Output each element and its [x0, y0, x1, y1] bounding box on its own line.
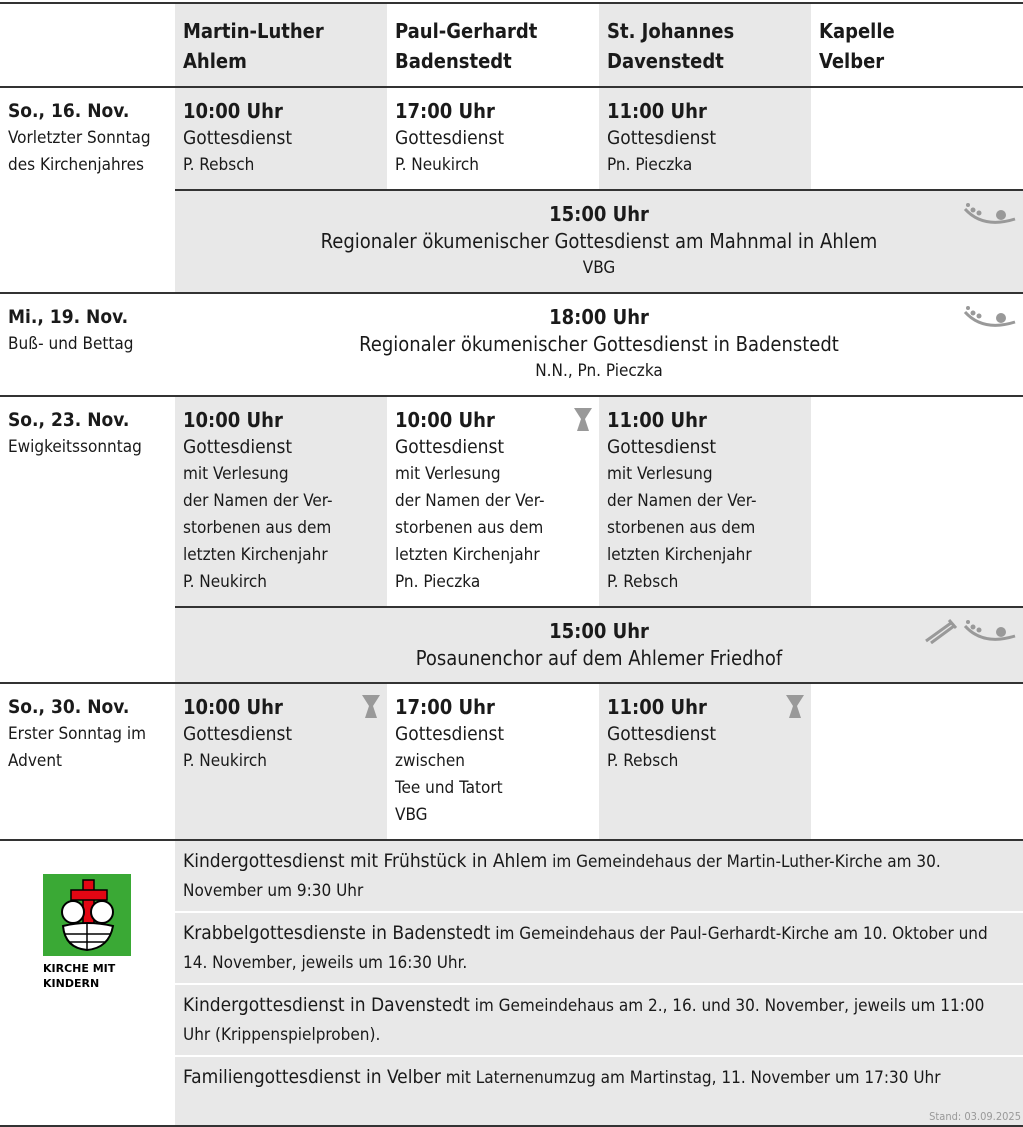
- wide-event-row: Mi., 19. Nov. Buß- und Bettag 18:00 Uhr Reg…: [0, 292, 1023, 396]
- empty-cell: [811, 395, 1023, 607]
- trombone-icon: [923, 618, 958, 652]
- wide-event-row: 15:00 Uhr Regionaler ökumenischer Gottesd…: [0, 189, 1023, 293]
- status-date: Stand: 03.09.2025: [929, 1110, 1021, 1123]
- church-column-header: Kapelle Velber: [819, 19, 895, 73]
- ecumenical-icon: [963, 201, 1017, 235]
- date-cell: Mi., 19. Nov. Buß- und Bettag: [0, 292, 175, 396]
- header-row: Martin-Luther Ahlem Paul-Gerhardt Badensted…: [0, 3, 1023, 87]
- svg-text:KINDERN: KINDERN: [43, 977, 99, 990]
- regional-service-cell: 18:00 Uhr Regionaler ökumenischer Gottesd…: [175, 292, 1023, 396]
- kids-event-row: Kindergottesdienst mit Frühstück in Ahle…: [0, 839, 1023, 1126]
- regional-service-cell: 15:00 Uhr Posaunenchor auf dem Ahlemer Fr…: [175, 606, 1023, 683]
- empty-cell: [811, 682, 1023, 840]
- kirche-mit-kindern-logo: KIRCHE MIT KINDERN: [43, 874, 131, 998]
- date-cell: So., 30. Nov. Erster Sonntag im Advent: [0, 682, 175, 840]
- date-cell: So., 16. Nov. Vorletzter Sonntag des Kirc…: [0, 86, 175, 293]
- service-cell: 11:00 Uhr Gottesdienst P. Rebsch: [599, 682, 811, 840]
- service-cell: 10:00 Uhr Gottesdienst mit Verlesung der Na…: [175, 395, 387, 607]
- ecumenical-icon: [963, 618, 1017, 652]
- svg-text:KIRCHE MIT: KIRCHE MIT: [43, 962, 116, 975]
- chalice-icon: [361, 694, 381, 728]
- service-cell: 10:00 Uhr Gottesdienst mit Verlesung der Na…: [387, 395, 599, 607]
- date-cell: So., 23. Nov. Ewigkeitssonntag: [0, 395, 175, 683]
- ecumenical-icon: [963, 304, 1017, 338]
- kids-event: Krabbelgottesdienste in Badenstedt im Ge…: [175, 911, 1023, 984]
- kids-event-row: Familiengottesdienst in Velber mit Later…: [0, 1055, 1023, 1126]
- service-cell: 10:00 Uhr Gottesdienst P. Rebsch: [175, 86, 387, 190]
- church-column-header: Martin-Luther Ahlem: [175, 3, 387, 87]
- day-row: So., 23. Nov. Ewigkeitssonntag 10:00 Uhr Go…: [0, 395, 1023, 683]
- chalice-icon: [785, 694, 805, 728]
- chalice-icon: [573, 407, 593, 441]
- day-row: So., 30. Nov. Erster Sonntag im Advent 10:…: [0, 682, 1023, 840]
- service-cell: 17:00 Uhr Gottesdienst P. Neukirch: [387, 86, 599, 190]
- day-row: So., 16. Nov. Vorletzter Sonntag des Kirc…: [0, 86, 1023, 293]
- kids-event-row: Krabbelgottesdienste in Badenstedt im Ge…: [0, 911, 1023, 984]
- kids-event: Kindergottesdienst mit Frühstück in Ahle…: [175, 839, 1023, 912]
- service-cell: 17:00 Uhr Gottesdienst zwischen Tee und Tat…: [387, 682, 599, 840]
- church-column-header: St. Johannes Davenstedt: [599, 3, 811, 87]
- service-cell: 10:00 Uhr Gottesdienst P. Neukirch: [175, 682, 387, 840]
- kids-event-row: Kindergottesdienst in Davenstedt im Geme…: [0, 983, 1023, 1056]
- regional-service-cell: 15:00 Uhr Regionaler ökumenischer Gottesd…: [175, 189, 1023, 293]
- service-cell: 11:00 Uhr Gottesdienst mit Verlesung der Na…: [599, 395, 811, 607]
- wide-event-row: 15:00 Uhr Posaunenchor auf dem Ahlemer Fr…: [0, 606, 1023, 683]
- service-cell: 11:00 Uhr Gottesdienst Pn. Pieczka: [599, 86, 811, 190]
- kids-event: Kindergottesdienst in Davenstedt im Geme…: [175, 983, 1023, 1056]
- church-column-header: Paul-Gerhardt Badenstedt: [395, 19, 538, 73]
- kids-event: Familiengottesdienst in Velber mit Later…: [175, 1055, 1023, 1126]
- empty-cell: [811, 86, 1023, 190]
